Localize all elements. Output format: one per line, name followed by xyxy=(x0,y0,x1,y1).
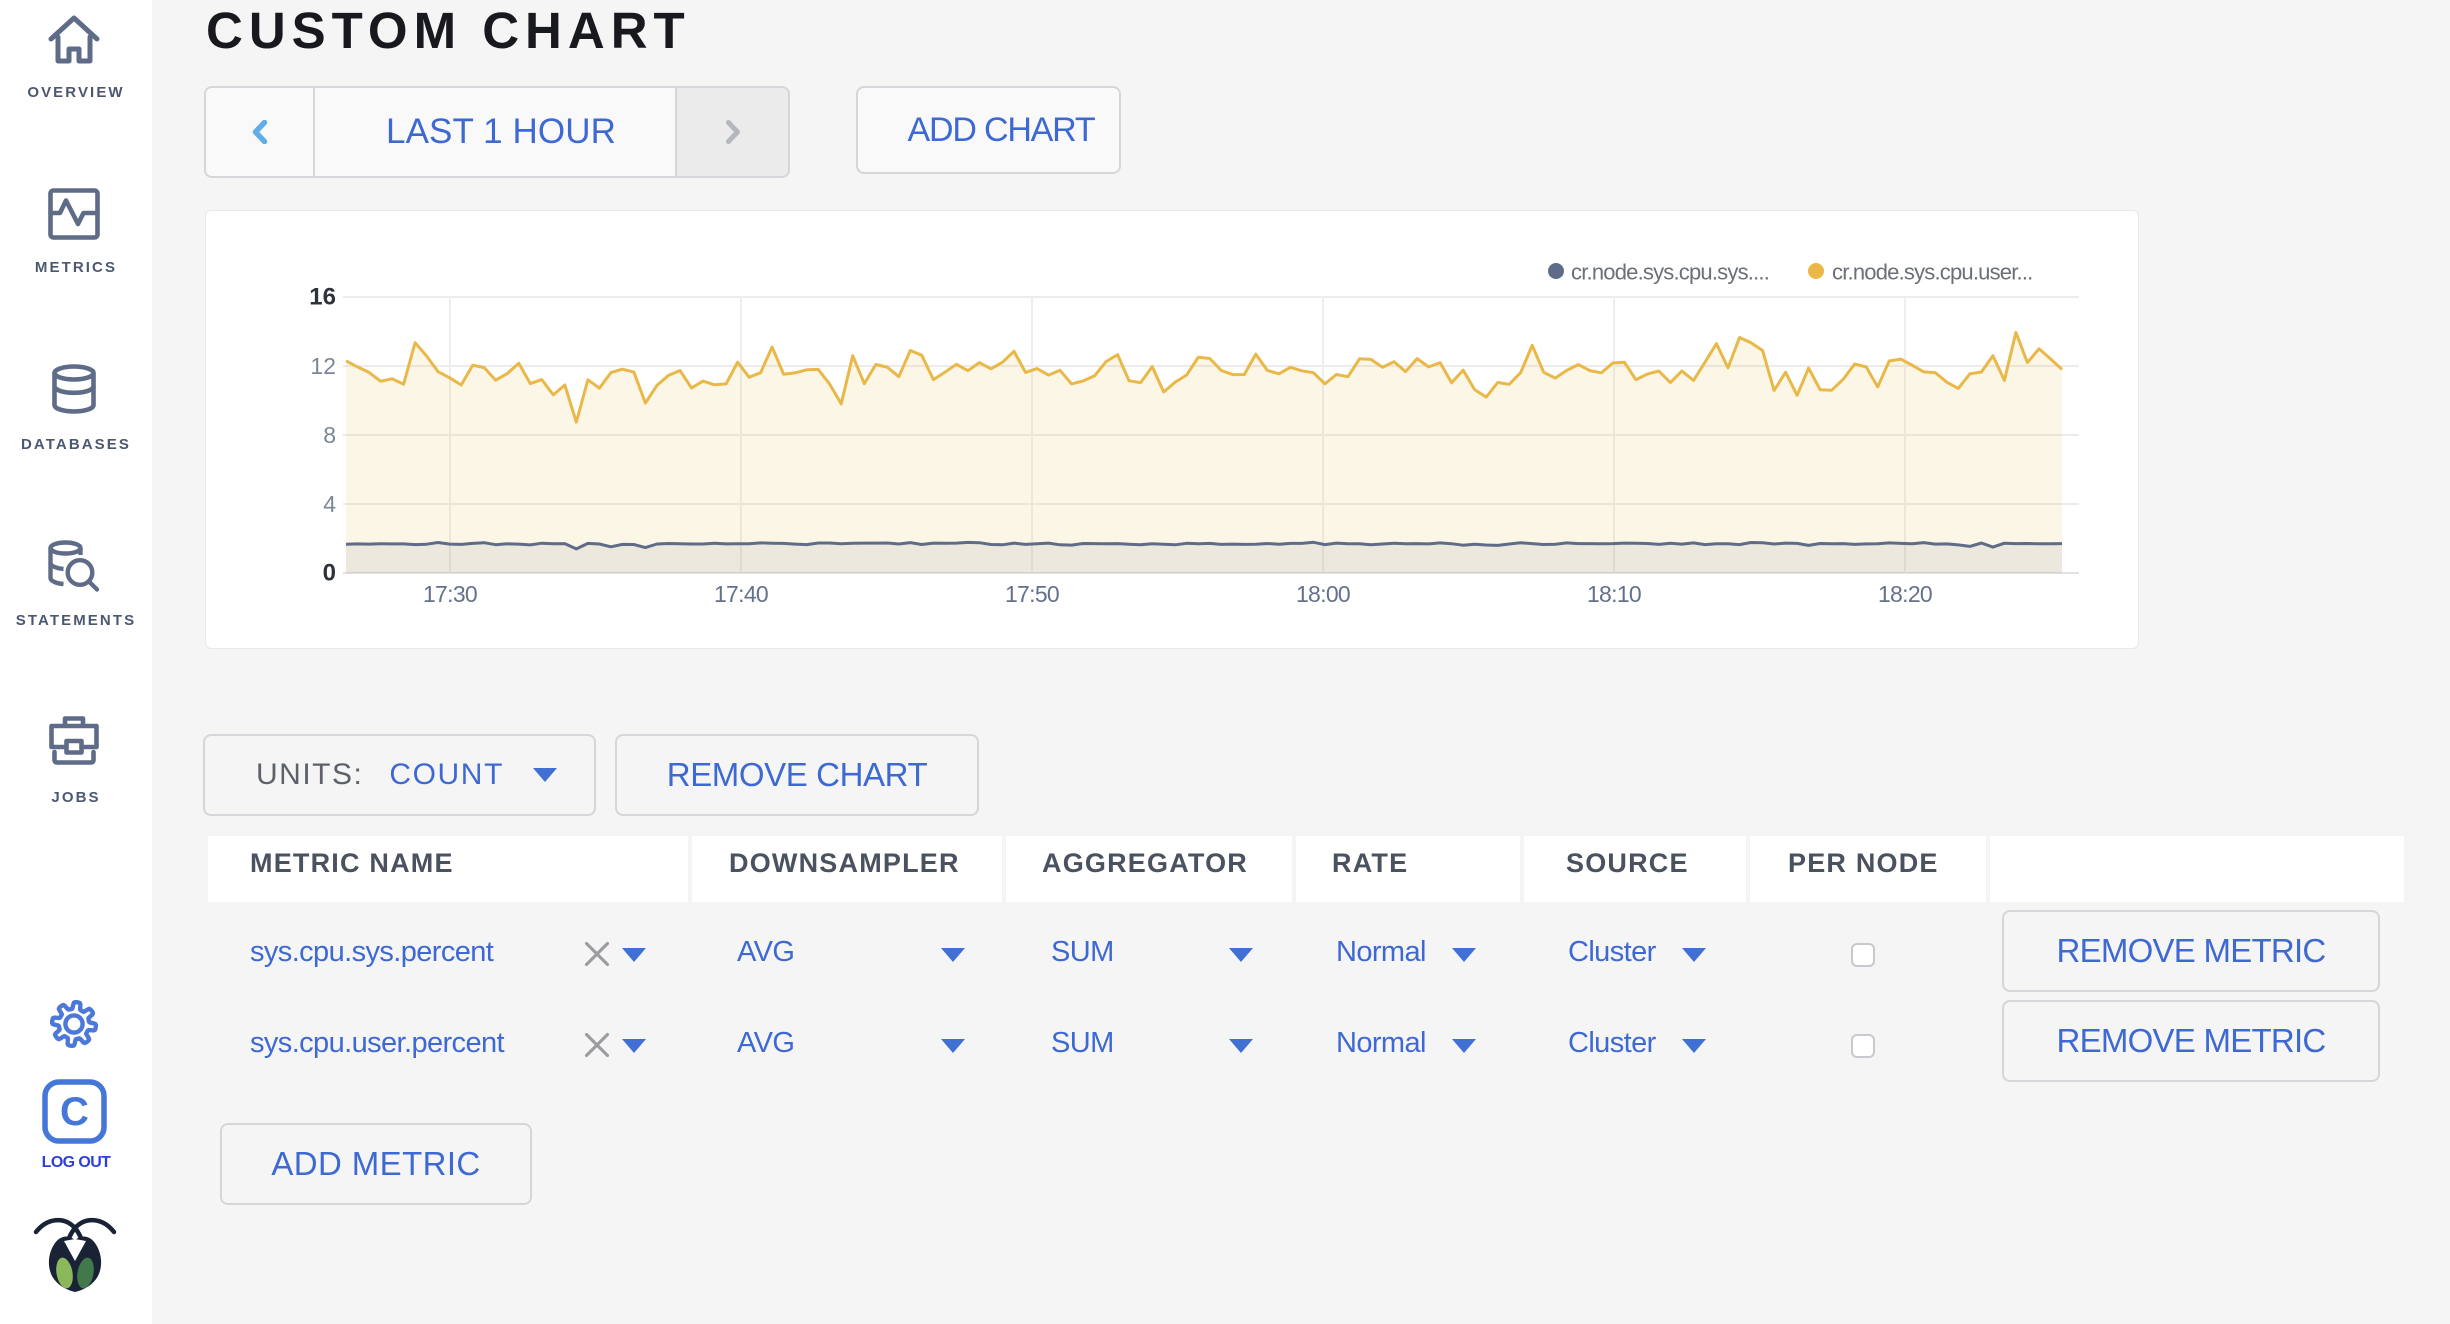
svg-text:cr.node.sys.cpu.user...: cr.node.sys.cpu.user... xyxy=(1832,260,2033,285)
svg-text:0: 0 xyxy=(323,560,336,587)
svg-text:8: 8 xyxy=(323,422,336,448)
svg-text:4: 4 xyxy=(323,491,336,517)
svg-text:18:10: 18:10 xyxy=(1587,581,1641,607)
svg-text:18:20: 18:20 xyxy=(1878,581,1932,607)
svg-text:17:30: 17:30 xyxy=(423,581,477,607)
svg-text:12: 12 xyxy=(310,353,336,379)
svg-text:17:40: 17:40 xyxy=(714,581,768,607)
svg-text:cr.node.sys.cpu.sys....: cr.node.sys.cpu.sys.... xyxy=(1571,260,1769,285)
svg-text:C: C xyxy=(60,1090,89,1134)
svg-text:18:00: 18:00 xyxy=(1296,581,1350,607)
svg-text:16: 16 xyxy=(309,284,336,311)
svg-text:17:50: 17:50 xyxy=(1005,581,1059,607)
